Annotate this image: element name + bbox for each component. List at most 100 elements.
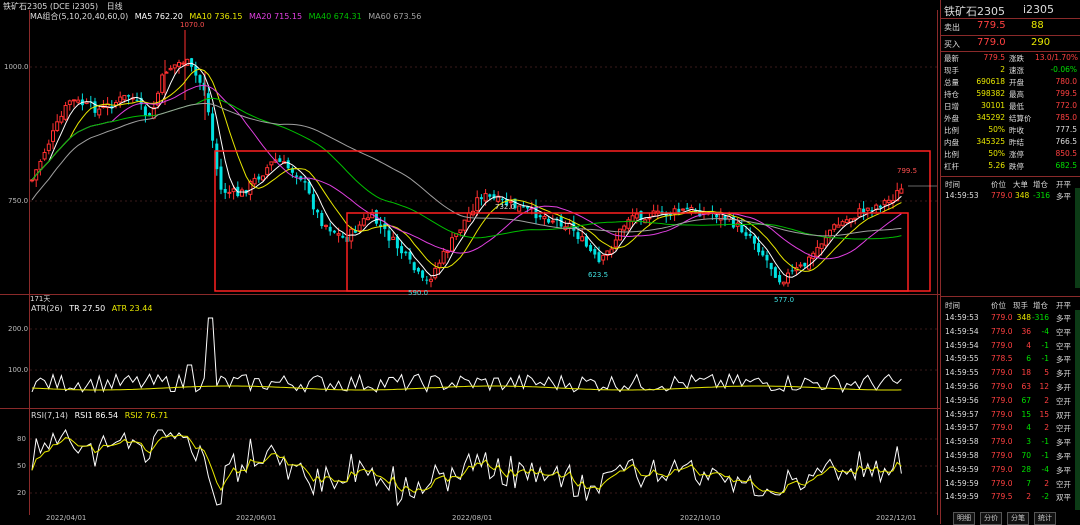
tick-vol: 70 (1021, 451, 1031, 460)
hdr2-vol: 现手 (1013, 301, 1028, 310)
stat-label: 最低 (1009, 102, 1024, 111)
candle-body (311, 194, 315, 210)
stat-label: 开盘 (1009, 78, 1024, 87)
rsi2-value: RSI2 76.71 (124, 411, 169, 420)
tick-row[interactable]: 14:59:55 779.0 18 5 多开 (943, 368, 1078, 379)
tick-row[interactable]: 14:59:59 779.0 28 -4 多平 (943, 465, 1078, 476)
bid-row[interactable]: 买入 779.0 290 (943, 37, 1078, 51)
divider-atr-rsi (0, 408, 940, 409)
candle-body (198, 75, 202, 83)
candle-body (555, 219, 559, 221)
ma10-line (31, 68, 902, 272)
candle-body (353, 229, 357, 233)
tick-delta: -1 (1041, 340, 1049, 350)
tick-vol: 4 (1026, 423, 1031, 433)
tick-row[interactable]: 14:59:57 779.0 15 15 双开 (943, 410, 1078, 421)
ma40-label: MA40 674.31 (308, 12, 362, 21)
candle-body (865, 207, 870, 211)
tab-ticks[interactable]: 分笔 (1007, 512, 1029, 525)
candlestick-series (30, 30, 904, 288)
big-tick-price: 779.0 (991, 191, 1013, 200)
tab-price-dist[interactable]: 分价 (980, 512, 1002, 525)
annot-high: 1070.0 (180, 21, 205, 29)
stat-label: 昨结 (1009, 138, 1024, 147)
stat-label: 比例 (944, 150, 959, 159)
tab-detail[interactable]: 明细 (953, 512, 975, 525)
tick-row[interactable]: 14:59:57 779.0 4 2 空开 (943, 423, 1078, 434)
candle-body (408, 251, 412, 260)
candle-body (412, 262, 416, 271)
ma5-line (31, 62, 902, 278)
candle-body (643, 219, 648, 224)
tick-row[interactable]: 14:59:54 779.0 36 -4 空平 (943, 327, 1078, 338)
candle-body (547, 218, 551, 223)
tick-row[interactable]: 14:59:56 779.0 63 12 多开 (943, 382, 1078, 393)
atr-name: ATR(26) (31, 304, 63, 313)
candle-body (135, 99, 139, 101)
stat-label: 涨跌 (1009, 54, 1024, 63)
candle-body (366, 217, 370, 221)
ask-price: 779.5 (977, 20, 1006, 31)
candle-body (807, 256, 811, 270)
tr-line (31, 317, 902, 394)
stat-value: 772.0 (1055, 101, 1077, 110)
candle-body (458, 229, 463, 234)
tick-row[interactable]: 14:59:58 779.0 3 -1 多平 (943, 437, 1078, 448)
candle-body (765, 254, 769, 261)
tick-row[interactable]: 14:59:55 778.5 6 -1 多平 (943, 354, 1078, 365)
tick-open: 多平 (1056, 452, 1071, 461)
tick-row[interactable]: 14:59:56 779.0 67 2 空开 (943, 396, 1078, 407)
tick-row[interactable]: 14:59:59 779.5 2 -2 双平 (943, 492, 1078, 503)
big-tick-scrollbar[interactable] (1075, 188, 1080, 288)
stat-label: 跌停 (1009, 162, 1024, 171)
tick-vol: 7 (1026, 478, 1031, 488)
tick-scrollbar[interactable] (1075, 310, 1080, 510)
big-tick-row[interactable]: 14:59:53 779.0 348 -316 多平 (943, 191, 1078, 202)
tick-open: 多开 (1056, 383, 1071, 392)
candle-body (862, 208, 866, 213)
x-label-0401: 2022/04/01 (46, 514, 87, 522)
ma10-label: MA10 736.15 (189, 12, 243, 21)
tab-stats[interactable]: 统计 (1034, 512, 1056, 525)
candle-body (30, 179, 34, 182)
candle-body (761, 250, 765, 256)
panel-tabs: 明细 分价 分笔 统计 (941, 512, 1080, 525)
tick-row[interactable]: 14:59:53 779.0 348 -316 多平 (943, 313, 1078, 324)
tick-open: 空平 (1056, 341, 1071, 351)
candle-body (786, 272, 790, 284)
ask-row[interactable]: 卖出 779.5 88 (943, 20, 1078, 34)
atr-legend: ATR(26) TR 27.50 ATR 23.44 (31, 304, 152, 313)
rsi2-line (31, 434, 902, 494)
tick-delta: -2 (1041, 492, 1049, 502)
candle-body (257, 176, 261, 180)
candle-body (295, 175, 299, 177)
candle-body (870, 210, 874, 212)
stat-value: 779.5 (983, 53, 1005, 62)
kline-svg (30, 30, 937, 507)
tick-time: 14:59:59 (945, 492, 979, 502)
tick-vol: 63 (1021, 382, 1031, 391)
candle-body (110, 106, 114, 109)
candle-body (752, 236, 756, 244)
candle-body (202, 82, 206, 91)
candle-body (156, 92, 160, 106)
stat-value: 777.5 (1055, 125, 1077, 134)
tick-row[interactable]: 14:59:54 779.0 4 -1 空平 (943, 341, 1078, 352)
candle-body (42, 151, 47, 160)
tick-vol: 3 (1026, 437, 1031, 447)
stat-value: 690618 (976, 77, 1005, 86)
tick-row[interactable]: 14:59:59 779.0 7 2 空开 (943, 479, 1078, 490)
tick-price: 779.0 (991, 478, 1013, 488)
candle-body (517, 205, 522, 212)
candle-body (223, 189, 227, 193)
atr-value: ATR 23.44 (111, 304, 153, 313)
tick-delta: -1 (1041, 437, 1049, 447)
big-tick-header: 时间 价位 大单 增仓 开平 (943, 179, 1078, 190)
candle-body (168, 67, 173, 71)
tick-time: 14:59:55 (945, 368, 979, 378)
tick-row[interactable]: 14:59:58 779.0 70 -1 多平 (943, 451, 1078, 462)
stat-label: 结算价 (1009, 114, 1032, 123)
big-tick-delta: -316 (1033, 191, 1051, 200)
candle-body (580, 236, 585, 242)
chart-area[interactable]: 铁矿石2305 (DCE i2305) 日线 MA组合(5,10,20,40,6… (0, 0, 940, 524)
